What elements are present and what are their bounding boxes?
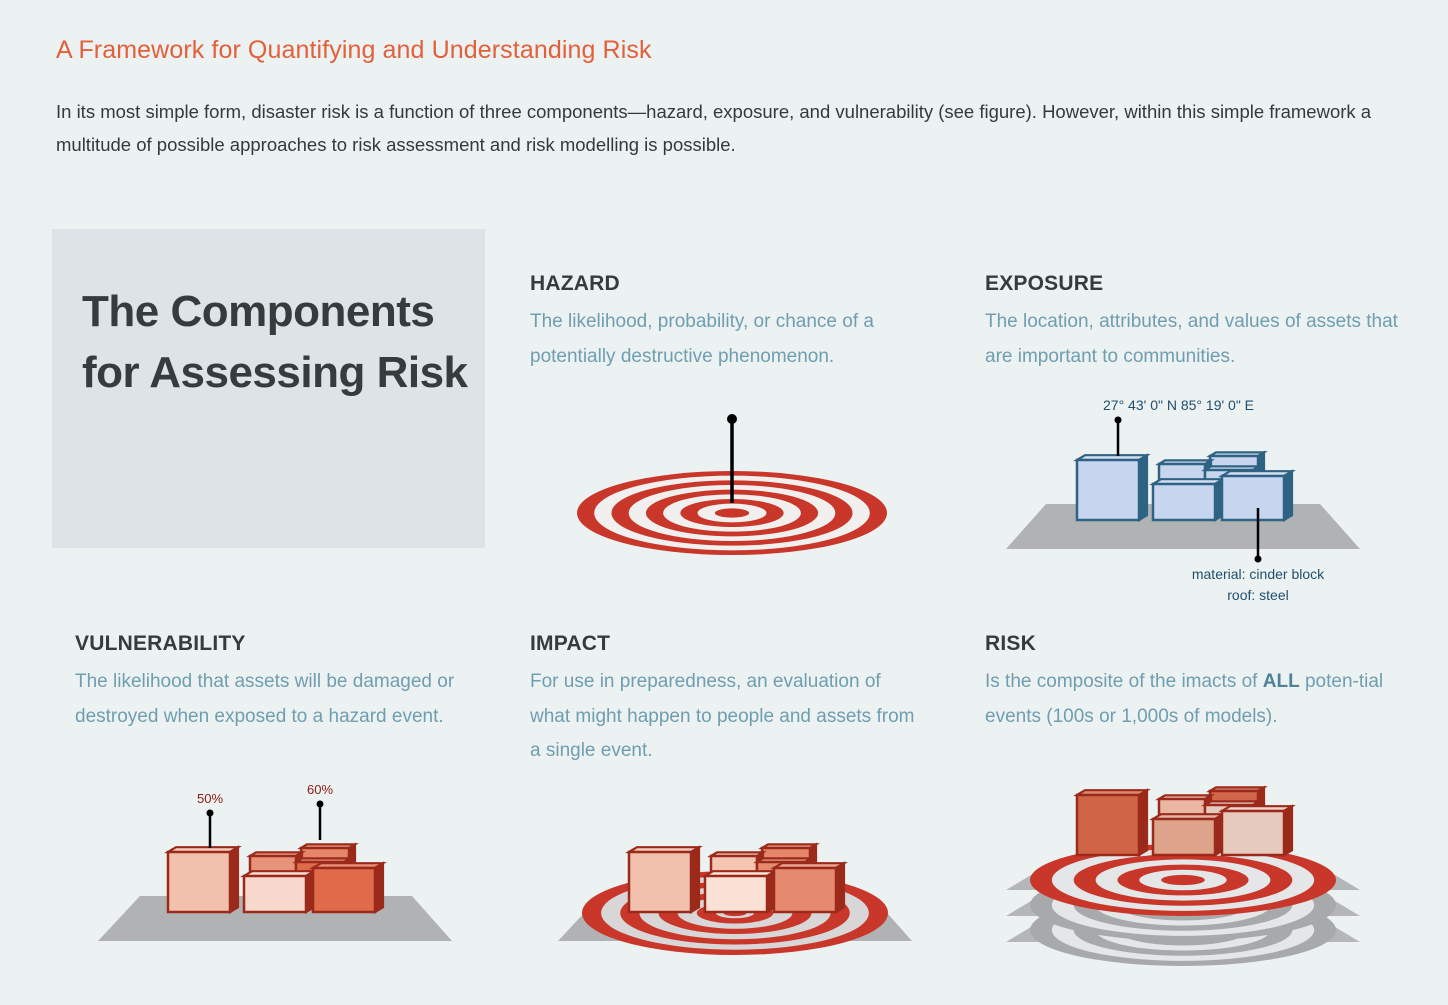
hazard-section: HAZARD The likelihood, probability, or c… — [530, 271, 910, 374]
vulnerability-label-a: 50% — [197, 791, 223, 806]
impact-building-right — [770, 861, 848, 914]
vulnerability-title: VULNERABILITY — [75, 632, 246, 655]
exposure-buildings — [1073, 450, 1296, 522]
impact-building-middle-front — [703, 874, 769, 914]
vulnerability-building-large — [164, 845, 242, 914]
risk-building-large — [1073, 788, 1151, 857]
exposure-material-pin-head — [1254, 555, 1262, 563]
risk-buildings — [1073, 785, 1296, 857]
risk-description: Is the composite of the imacts of ALL po… — [985, 665, 1405, 734]
page-title: A Framework for Quantifying and Understa… — [56, 36, 652, 64]
impact-title: IMPACT — [530, 632, 611, 655]
impact-building-right-front — [772, 866, 838, 914]
impact-buildings — [625, 842, 848, 914]
risk-building-right — [1218, 804, 1296, 857]
risk-layer-2-bullseye — [1169, 876, 1197, 884]
impact-section: IMPACT For use in preparedness, an evalu… — [530, 631, 920, 769]
exposure-building-large — [1073, 453, 1151, 522]
exposure-building-right — [1218, 469, 1296, 522]
exposure-coordinate-pin-head — [1114, 416, 1122, 424]
components-heading: The Components for Assessing Risk — [82, 287, 468, 397]
risk-title: RISK — [985, 632, 1036, 655]
vulnerability-building-large-front — [166, 850, 232, 914]
risk-section: RISK Is the composite of the imacts of A… — [985, 631, 1405, 734]
risk-desc-before: Is the composite of the imacts of — [985, 671, 1263, 692]
exposure-building-right-front — [1220, 474, 1286, 522]
impact-description: For use in preparedness, an evaluation o… — [530, 671, 915, 761]
vulnerability-buildings — [164, 842, 387, 914]
exposure-title: EXPOSURE — [985, 272, 1104, 295]
vulnerability-building-right — [309, 861, 387, 914]
vulnerability-section: VULNERABILITY The likelihood that assets… — [75, 631, 475, 734]
hazard-description: The likelihood, probability, or chance o… — [530, 311, 874, 367]
components-title-box: The Components for Assessing Risk — [52, 229, 485, 548]
risk-building-right-front — [1220, 809, 1286, 857]
risk-ring-layer-2 — [1030, 844, 1336, 916]
exposure-description: The location, attributes, and values of … — [985, 311, 1398, 367]
exposure-building-large-front — [1075, 458, 1141, 522]
intro-paragraph: In its most simple form, disaster risk i… — [56, 101, 1372, 155]
hazard-target-rings — [577, 471, 887, 555]
risk-desc-after: poten-tial events (100s or 1,000s of mod… — [985, 671, 1384, 727]
hazard-title: HAZARD — [530, 272, 620, 295]
vulnerability-pin-a-head — [206, 809, 214, 817]
vulnerability-description: The likelihood that assets will be damag… — [75, 671, 455, 727]
exposure-coordinate-label: 27° 43' 0" N 85° 19' 0" E — [1103, 397, 1254, 413]
impact-building-large — [625, 845, 703, 914]
risk-desc-bold: ALL — [1262, 671, 1300, 692]
risk-building-middle — [1149, 812, 1227, 857]
risk-building-large-front — [1075, 793, 1141, 857]
vulnerability-pin-b-head — [316, 800, 324, 808]
exposure-material-label: material: cinder block — [1192, 566, 1325, 582]
impact-building-large-front — [627, 850, 693, 914]
vulnerability-label-b: 60% — [307, 782, 333, 797]
exposure-building-middle-front — [1151, 482, 1217, 522]
risk-layered-events — [1006, 844, 1360, 966]
hazard-pin-head — [727, 414, 737, 424]
exposure-roof-label: roof: steel — [1227, 587, 1288, 603]
exposure-section: EXPOSURE The location, attributes, and v… — [985, 271, 1405, 374]
hazard-bullseye — [721, 510, 743, 516]
vulnerability-building-right-front — [311, 866, 377, 914]
risk-building-middle-front — [1151, 817, 1217, 857]
vulnerability-building-middle-front — [242, 874, 308, 914]
